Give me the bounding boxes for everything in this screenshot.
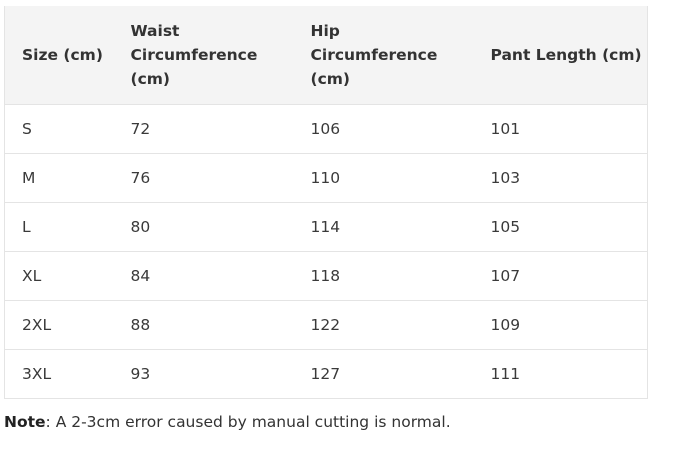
cell-pant-length: 101	[490, 119, 521, 138]
cell-waist: 88	[130, 315, 151, 334]
cell-size: L	[22, 217, 31, 236]
cell-size: M	[22, 168, 36, 187]
cell-hip: 118	[310, 266, 341, 285]
size-chart-table: Size (cm) Waist Circumference (cm) Hip C…	[4, 6, 648, 399]
note-label: Note	[4, 413, 46, 431]
table-row: L 80 114 105	[4, 202, 648, 251]
header-hip-circumference: Hip Circumference (cm)	[310, 21, 438, 88]
cell-hip: 122	[310, 315, 341, 334]
cell-hip: 114	[310, 217, 341, 236]
cell-waist: 84	[130, 266, 151, 285]
cell-pant-length: 107	[490, 266, 521, 285]
note-text: Note: A 2-3cm error caused by manual cut…	[4, 410, 451, 434]
cell-size: 2XL	[22, 315, 52, 334]
table-row: XL 84 118 107	[4, 251, 648, 300]
header-waist-circumference: Waist Circumference (cm)	[130, 21, 258, 88]
cell-hip: 106	[310, 119, 341, 138]
cell-pant-length: 105	[490, 217, 521, 236]
cell-size: S	[22, 119, 32, 138]
cell-size: 3XL	[22, 364, 52, 383]
cell-hip: 127	[310, 364, 341, 383]
cell-waist: 72	[130, 119, 151, 138]
cell-pant-length: 103	[490, 168, 521, 187]
cell-waist: 93	[130, 364, 151, 383]
table-row: M 76 110 103	[4, 153, 648, 202]
cell-waist: 80	[130, 217, 151, 236]
cell-pant-length: 111	[490, 364, 521, 383]
header-pant-length: Pant Length (cm)	[490, 45, 642, 64]
table-row: S 72 106 101	[4, 104, 648, 153]
note-body: : A 2-3cm error caused by manual cutting…	[45, 413, 451, 431]
cell-waist: 76	[130, 168, 151, 187]
cell-size: XL	[22, 266, 42, 285]
table-row: 3XL 93 127 111	[4, 349, 648, 398]
cell-hip: 110	[310, 168, 341, 187]
table-header-row: Size (cm) Waist Circumference (cm) Hip C…	[4, 6, 648, 104]
header-size: Size (cm)	[22, 45, 103, 64]
cell-pant-length: 109	[490, 315, 521, 334]
table-row: 2XL 88 122 109	[4, 300, 648, 349]
